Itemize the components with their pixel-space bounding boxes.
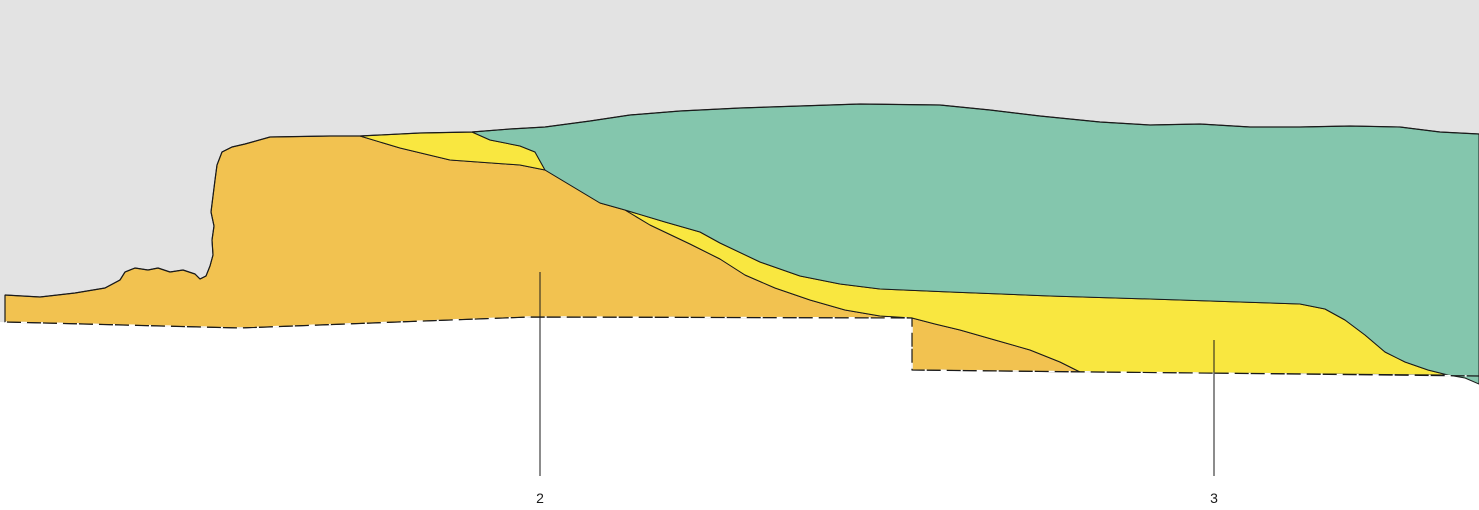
below-ground-area [0, 317, 1479, 510]
callout-label-2: 2 [536, 490, 544, 506]
ground-surface-line [4, 103, 1479, 298]
callout-label-3: 3 [1210, 490, 1218, 506]
section-baseline [4, 316, 1479, 377]
